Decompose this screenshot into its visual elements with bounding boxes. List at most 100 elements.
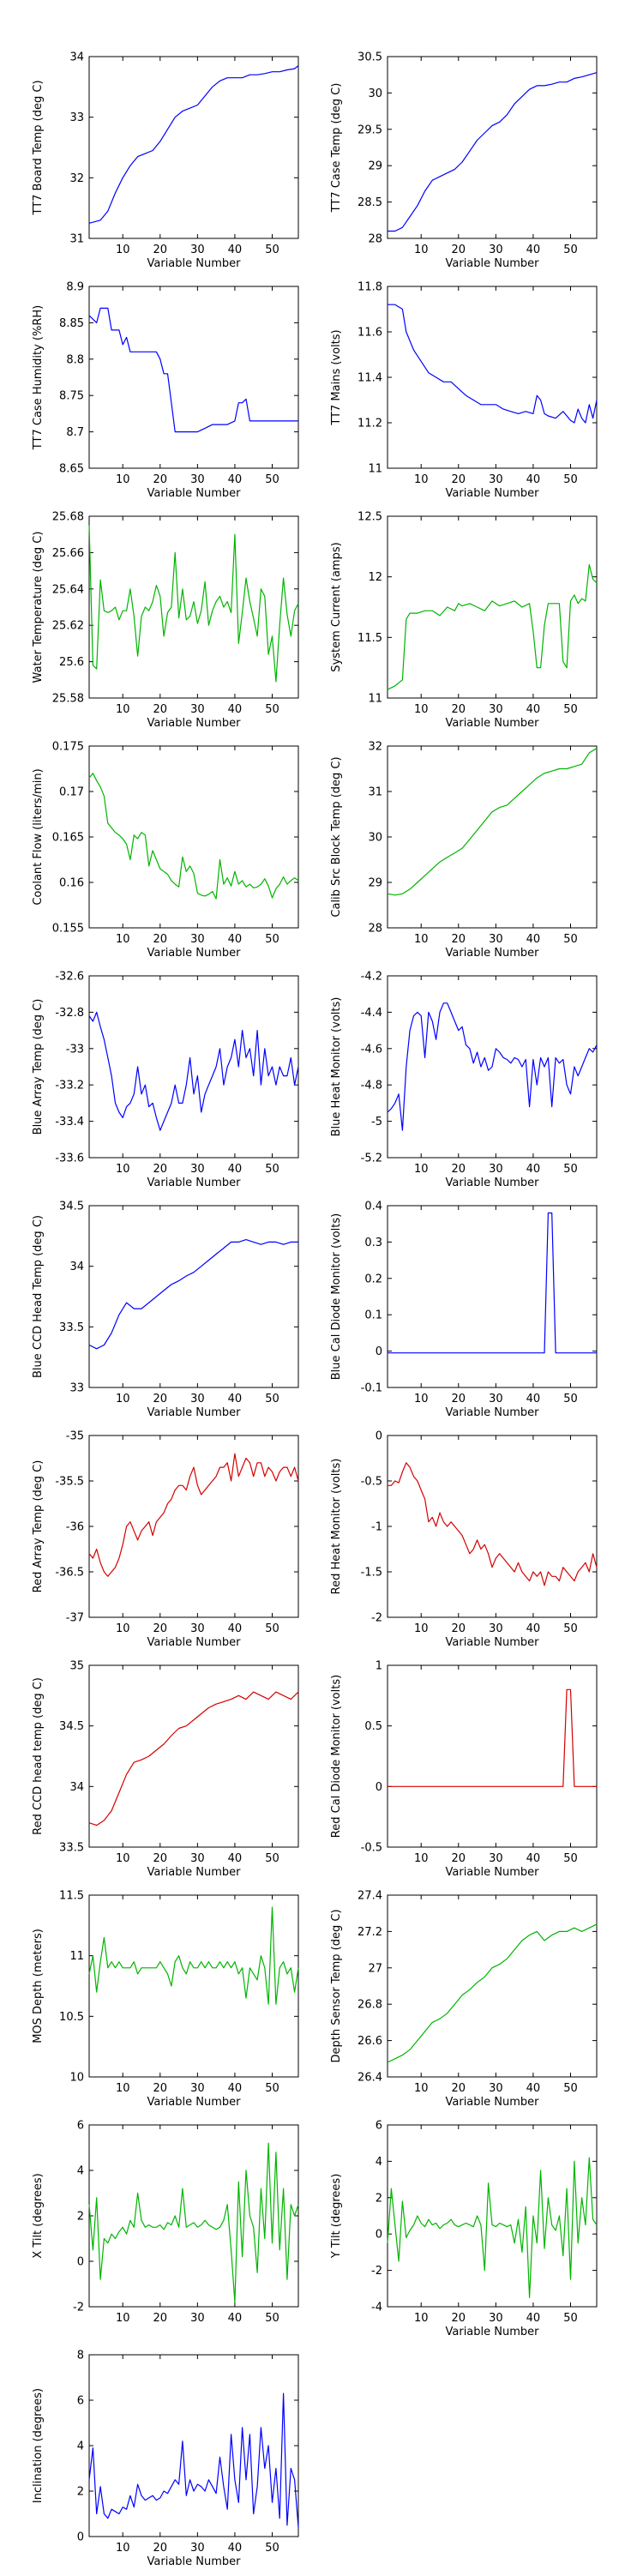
x-tick-label: 10 — [414, 473, 429, 486]
x-tick-label: 30 — [190, 244, 205, 256]
x-tick-label: 50 — [265, 703, 279, 716]
y-tick-label: -32.6 — [55, 971, 84, 984]
x-tick-label: 50 — [563, 2082, 578, 2095]
axes-frame — [387, 1664, 598, 1848]
y-tick-label: 0.175 — [52, 741, 84, 754]
y-tick-label: 0 — [376, 1345, 382, 1358]
x-tick-label: 20 — [153, 933, 168, 946]
x-axis-label: Variable Number — [147, 487, 242, 500]
axes-frame — [387, 1435, 598, 1618]
y-tick-label: -33.4 — [55, 1116, 84, 1129]
y-tick-label: 26.6 — [358, 2035, 382, 2048]
y-tick-label: 25.66 — [52, 547, 84, 560]
y-tick-label: 8.8 — [66, 353, 84, 366]
x-tick-label: 30 — [190, 1852, 205, 1865]
y-axis-label: Inclination (degrees) — [32, 2388, 45, 2503]
y-tick-label: -0.5 — [361, 1476, 382, 1489]
x-tick-label: 50 — [563, 2312, 578, 2325]
x-tick-label: 40 — [228, 933, 243, 946]
axes-frame — [387, 56, 598, 239]
x-tick-label: 30 — [489, 1622, 503, 1635]
y-tick-label: 2 — [77, 2486, 84, 2499]
y-tick-label: 33.5 — [59, 1842, 84, 1855]
x-axis-label: Variable Number — [446, 257, 540, 270]
x-tick-label: 20 — [153, 2542, 168, 2555]
x-tick-label: 30 — [190, 2082, 205, 2095]
series-line — [88, 1691, 299, 1827]
y-tick-label: 26.4 — [358, 2072, 382, 2085]
x-tick-label: 50 — [563, 1163, 578, 1176]
y-tick-label: 6 — [376, 2120, 382, 2133]
chart-panel-18: 10 20 30 40 50 26.4 26.6 26.8 27 27.2 27.4 Variable… — [330, 1890, 598, 2109]
y-tick-label: 27.4 — [358, 1890, 382, 1903]
y-tick-label: 11.8 — [358, 281, 382, 294]
x-tick-label: 20 — [452, 933, 466, 946]
y-tick-label: 1 — [376, 1660, 382, 1673]
y-tick-label: -33.6 — [55, 1153, 84, 1165]
x-tick-label: 30 — [190, 473, 205, 486]
x-tick-label: 10 — [116, 1393, 130, 1405]
x-tick-label: 30 — [190, 933, 205, 946]
chart-panel-20: 10 20 30 40 50 -4 -2 0 2 4 6 Variable Number Y Tilt … — [330, 2120, 598, 2338]
axes-frame — [88, 286, 299, 469]
y-tick-label: 0.165 — [52, 832, 84, 845]
y-tick-label: 34 — [69, 51, 84, 64]
series-line — [88, 65, 299, 224]
y-tick-label: 8.85 — [59, 317, 84, 330]
x-tick-label: 40 — [526, 1622, 541, 1635]
y-tick-label: 10 — [69, 2072, 84, 2085]
x-axis-label: Variable Number — [446, 1636, 540, 1649]
x-tick-label: 50 — [563, 1852, 578, 1865]
axes-frame — [387, 1894, 598, 2078]
x-tick-label: 40 — [228, 1622, 243, 1635]
y-tick-label: 31 — [368, 786, 382, 799]
y-tick-label: -4.6 — [361, 1043, 382, 1056]
y-tick-label: -0.1 — [361, 1382, 382, 1395]
y-tick-label: 6 — [77, 2395, 84, 2408]
y-tick-label: 12 — [368, 571, 382, 584]
y-tick-label: 2 — [77, 2211, 84, 2224]
x-tick-label: 40 — [228, 244, 243, 256]
x-axis-label: Variable Number — [446, 487, 540, 500]
y-axis-label: Red CCD head temp (deg C) — [32, 1677, 45, 1835]
x-tick-label: 50 — [265, 2312, 279, 2325]
x-tick-label: 30 — [489, 1163, 503, 1176]
y-axis-label: Blue Array Temp (deg C) — [32, 999, 45, 1135]
series-line — [387, 748, 598, 896]
x-tick-label: 40 — [228, 1163, 243, 1176]
x-tick-label: 40 — [526, 2082, 541, 2095]
series-line — [388, 304, 598, 424]
chart-panel-6: 10 20 30 40 50 11 11.5 12 12.5 Variable Number Sys… — [330, 511, 598, 730]
x-tick-label: 30 — [190, 2542, 205, 2555]
x-tick-label: 50 — [563, 244, 578, 256]
y-axis-label: Y Tilt (degrees) — [330, 2174, 343, 2260]
y-tick-label: 0.4 — [364, 1201, 382, 1213]
y-axis-label: Red Cal Diode Monitor (volts) — [330, 1675, 343, 1838]
chart-panel-21: 10 20 30 40 50 0 2 4 6 8 Variable Number Inclinatio… — [32, 2350, 299, 2568]
y-tick-label: 25.58 — [52, 693, 84, 706]
y-axis-label: TT7 Case Temp (deg C) — [330, 83, 343, 214]
y-tick-label: 30.5 — [358, 51, 382, 64]
y-tick-label: 33 — [69, 1382, 84, 1395]
x-tick-label: 20 — [153, 2082, 168, 2095]
y-axis-label: Depth Sensor Temp (deg C) — [330, 1909, 343, 2062]
y-tick-label: -0.5 — [361, 1842, 382, 1855]
x-tick-label: 30 — [489, 2082, 503, 2095]
x-tick-label: 50 — [265, 2082, 279, 2095]
series-line — [388, 1462, 598, 1586]
y-tick-label: 32 — [69, 172, 84, 185]
x-tick-label: 20 — [153, 1163, 168, 1176]
y-tick-label: -2 — [73, 2302, 84, 2314]
x-tick-label: 10 — [414, 1852, 429, 1865]
x-tick-label: 20 — [452, 1622, 466, 1635]
y-tick-label: -1 — [371, 1521, 382, 1534]
chart-panel-2: 10 20 30 40 50 28 28.5 29 29.5 30 30.5 Variable Num… — [330, 51, 598, 270]
x-tick-label: 50 — [265, 1622, 279, 1635]
x-axis-label: Variable Number — [446, 2096, 540, 2109]
y-tick-label: 0 — [376, 2229, 382, 2242]
x-tick-label: 50 — [265, 244, 279, 256]
x-tick-label: 40 — [526, 1163, 541, 1176]
y-tick-label: -4.2 — [361, 971, 382, 984]
x-tick-label: 20 — [153, 1852, 168, 1865]
